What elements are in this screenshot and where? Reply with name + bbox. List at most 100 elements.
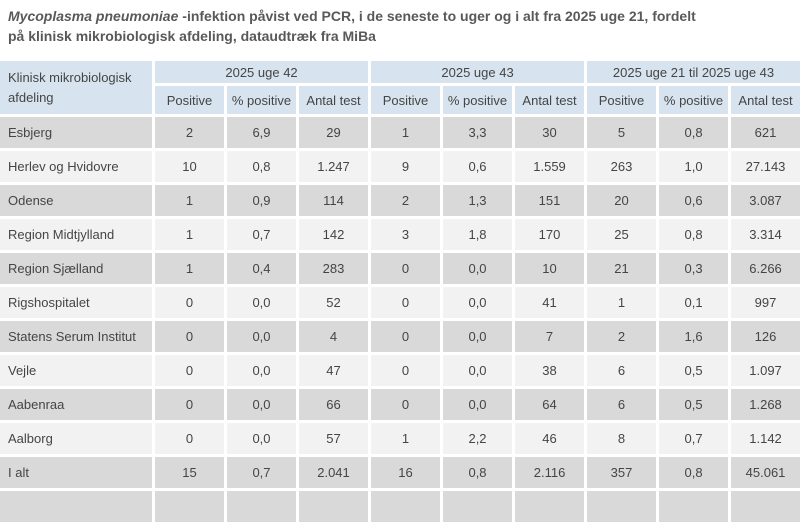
title-line2: på klinisk mikrobiologisk afdeling, data… [8, 28, 376, 44]
value-cell: 0,4 [227, 253, 296, 284]
value-cell: 2 [371, 185, 441, 216]
group-header-row: Klinisk mikrobiologisk afdeling 2025 uge… [0, 61, 800, 114]
value-cell: 0,7 [227, 457, 296, 488]
value-cell: 0,6 [443, 151, 513, 182]
value-cell: 1 [155, 185, 224, 216]
value-cell: 0,8 [659, 117, 729, 148]
subheader-pct-positive: % positive [443, 86, 513, 114]
empty-cell [299, 491, 369, 522]
value-cell: 0 [371, 253, 441, 284]
value-cell: 0,8 [227, 151, 296, 182]
value-cell: 46 [515, 423, 585, 454]
value-cell: 3 [371, 219, 441, 250]
value-cell: 0,0 [227, 355, 296, 386]
value-cell: 25 [587, 219, 657, 250]
value-cell: 3,3 [443, 117, 513, 148]
table-row: Region Sjælland 1 0,4 283 0 0,0 10 21 0,3 6.266 [0, 253, 800, 284]
value-cell: 0,0 [227, 287, 296, 318]
dept-cell: Esbjerg [0, 117, 152, 148]
value-cell: 2,2 [443, 423, 513, 454]
empty-cell [443, 491, 513, 522]
value-cell: 64 [515, 389, 585, 420]
value-cell: 0,0 [443, 355, 513, 386]
empty-cell [0, 491, 152, 522]
empty-cell [371, 491, 441, 522]
value-cell: 126 [731, 321, 800, 352]
value-cell: 2.116 [515, 457, 585, 488]
dept-cell: I alt [0, 457, 152, 488]
value-cell: 114 [299, 185, 369, 216]
value-cell: 263 [587, 151, 657, 182]
value-cell: 0 [371, 389, 441, 420]
value-cell: 38 [515, 355, 585, 386]
value-cell: 1.559 [515, 151, 585, 182]
value-cell: 57 [299, 423, 369, 454]
value-cell: 4 [299, 321, 369, 352]
subheader-pct-positive: % positive [227, 86, 296, 114]
value-cell: 2.041 [299, 457, 369, 488]
dept-cell: Vejle [0, 355, 152, 386]
empty-cell [587, 491, 657, 522]
table-row: Odense 1 0,9 114 2 1,3 151 20 0,6 3.087 [0, 185, 800, 216]
dept-cell: Aabenraa [0, 389, 152, 420]
infection-table: Klinisk mikrobiologisk afdeling 2025 uge… [0, 58, 800, 525]
value-cell: 20 [587, 185, 657, 216]
value-cell: 621 [731, 117, 800, 148]
value-cell: 6 [587, 389, 657, 420]
value-cell: 151 [515, 185, 585, 216]
table-row: Esbjerg 2 6,9 29 1 3,3 30 5 0,8 621 [0, 117, 800, 148]
value-cell: 3.087 [731, 185, 800, 216]
dept-cell: Aalborg [0, 423, 152, 454]
table-row: Herlev og Hvidovre 10 0,8 1.247 9 0,6 1.559 263… [0, 151, 800, 182]
value-cell: 1,6 [659, 321, 729, 352]
value-cell: 1 [155, 219, 224, 250]
value-cell: 0 [155, 423, 224, 454]
empty-cell [227, 491, 296, 522]
table-row: Rigshospitalet 0 0,0 52 0 0,0 41 1 0,1 997 [0, 287, 800, 318]
value-cell: 0 [371, 287, 441, 318]
value-cell: 29 [299, 117, 369, 148]
value-cell: 0,0 [443, 389, 513, 420]
value-cell: 0,0 [227, 423, 296, 454]
subheader-positive: Positive [587, 86, 657, 114]
value-cell: 0,0 [443, 253, 513, 284]
value-cell: 3.314 [731, 219, 800, 250]
value-cell: 1.142 [731, 423, 800, 454]
value-cell: 10 [155, 151, 224, 182]
value-cell: 1 [371, 117, 441, 148]
value-cell: 16 [371, 457, 441, 488]
dept-cell: Region Sjælland [0, 253, 152, 284]
value-cell: 10 [515, 253, 585, 284]
dept-cell: Statens Serum Institut [0, 321, 152, 352]
value-cell: 1,0 [659, 151, 729, 182]
value-cell: 1 [371, 423, 441, 454]
value-cell: 0 [155, 389, 224, 420]
value-cell: 6.266 [731, 253, 800, 284]
value-cell: 170 [515, 219, 585, 250]
dept-cell: Odense [0, 185, 152, 216]
value-cell: 0,0 [443, 287, 513, 318]
value-cell: 1,8 [443, 219, 513, 250]
subheader-antal-test: Antal test [515, 86, 585, 114]
value-cell: 0,0 [227, 389, 296, 420]
subheader-positive: Positive [155, 86, 224, 114]
value-cell: 0,3 [659, 253, 729, 284]
value-cell: 0,7 [659, 423, 729, 454]
value-cell: 41 [515, 287, 585, 318]
title-species-italic: Mycoplasma pneumoniae [8, 8, 179, 24]
value-cell: 5 [587, 117, 657, 148]
group-header-total: 2025 uge 21 til 2025 uge 43 [587, 61, 800, 83]
value-cell: 45.061 [731, 457, 800, 488]
value-cell: 30 [515, 117, 585, 148]
value-cell: 15 [155, 457, 224, 488]
value-cell: 0 [155, 355, 224, 386]
value-cell: 0 [371, 321, 441, 352]
title-line1-rest: -infektion påvist ved PCR, i de seneste … [178, 8, 696, 24]
table-body: Esbjerg 2 6,9 29 1 3,3 30 5 0,8 621 Herlev og Hvid… [0, 117, 800, 522]
table-row: Vejle 0 0,0 47 0 0,0 38 6 0,5 1.097 [0, 355, 800, 386]
value-cell: 142 [299, 219, 369, 250]
table-row: Aalborg 0 0,0 57 1 2,2 46 8 0,7 1.142 [0, 423, 800, 454]
value-cell: 52 [299, 287, 369, 318]
group-header-uge42: 2025 uge 42 [155, 61, 369, 83]
report-title: Mycoplasma pneumoniae -infektion påvist … [0, 0, 800, 58]
